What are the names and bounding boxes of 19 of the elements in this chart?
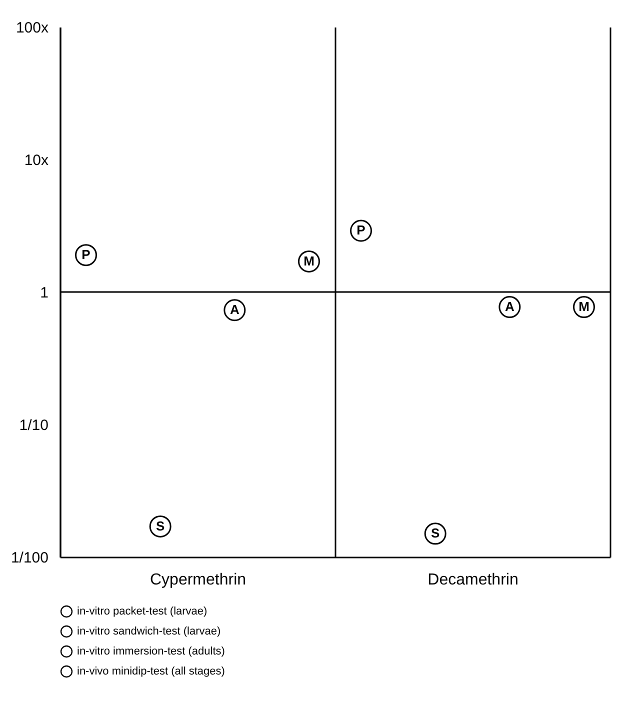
y-tick-label: 1/100 [10, 550, 48, 566]
annotation: M [304, 253, 314, 268]
legend-label: in-vitro packet-test (larvae) [77, 606, 208, 618]
annotation: P [82, 247, 91, 262]
y-tick-label: 1 [40, 284, 48, 302]
y-tick-label: 1/10 [19, 417, 48, 434]
x-tick-label: Decamethrin [428, 572, 518, 588]
legend-label: in-vivo minidip-test (all stages) [77, 666, 225, 678]
text: S [431, 526, 440, 541]
y-tick-label: 100x [16, 20, 49, 36]
text: P [356, 222, 366, 238]
annotation: S [156, 518, 165, 534]
text: A [504, 299, 514, 314]
legend-label: in-vitro immersion-test (adults) [77, 646, 225, 658]
legend-label: in-vitro sandwich-test (larvae) [77, 626, 221, 638]
y-tick-label: 10x [24, 152, 49, 169]
text: M [578, 299, 590, 314]
annotation: A [230, 302, 240, 318]
x-tick-label: Cypermethrin [150, 572, 246, 588]
